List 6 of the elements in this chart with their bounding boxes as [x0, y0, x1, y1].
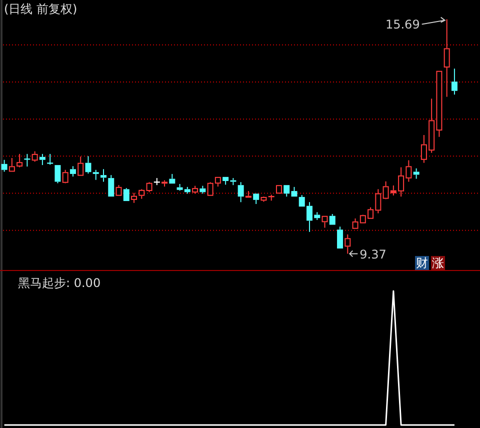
text: 财	[416, 256, 428, 270]
annotation: 9.37	[360, 248, 386, 262]
annotation: 15.69	[385, 17, 420, 32]
chart-title: (日线 前复权)	[4, 2, 78, 16]
text: 涨	[432, 256, 444, 270]
chart-title: 黑马起步: 0.00	[18, 276, 101, 290]
